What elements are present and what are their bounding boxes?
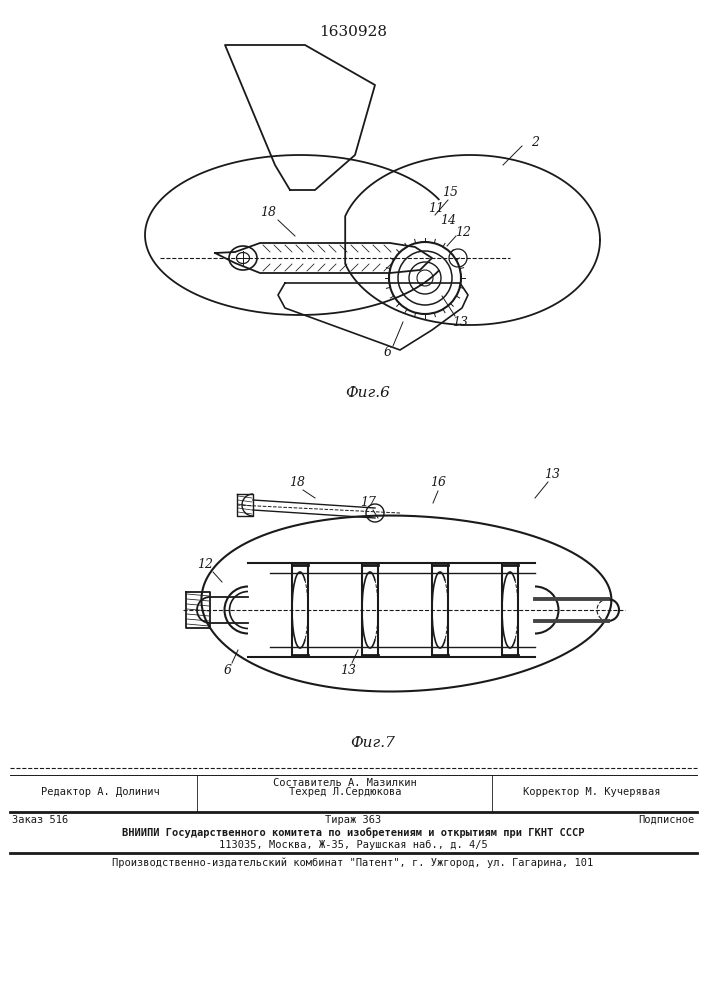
Text: Заказ 516: Заказ 516 (12, 815, 69, 825)
Text: Тираж 363: Тираж 363 (325, 815, 381, 825)
Text: 13: 13 (452, 316, 468, 330)
Text: 11: 11 (428, 202, 444, 215)
Text: 113035, Москва, Ж-35, Раушская наб., д. 4/5: 113035, Москва, Ж-35, Раушская наб., д. … (218, 840, 487, 850)
Text: Составитель А. Мазилкин: Составитель А. Мазилкин (273, 778, 417, 788)
Text: Редактор А. Долинич: Редактор А. Долинич (40, 787, 159, 797)
Text: Фиг.7: Фиг.7 (351, 736, 395, 750)
Text: 15: 15 (442, 186, 458, 198)
Text: 1630928: 1630928 (319, 25, 387, 39)
Text: 14: 14 (440, 214, 456, 227)
Text: 18: 18 (260, 207, 276, 220)
Text: 17: 17 (360, 496, 376, 510)
Text: ВНИИПИ Государственного комитета по изобретениям и открытиям при ГКНТ СССР: ВНИИПИ Государственного комитета по изоб… (122, 827, 584, 838)
Text: 6: 6 (224, 664, 232, 676)
Text: 13: 13 (340, 664, 356, 676)
Text: 16: 16 (430, 477, 446, 489)
Text: Корректор М. Кучерявая: Корректор М. Кучерявая (523, 787, 661, 797)
Text: Техред Л.Сердюкова: Техред Л.Сердюкова (288, 787, 402, 797)
Text: 2: 2 (531, 135, 539, 148)
Text: 12: 12 (197, 558, 213, 572)
Text: Подписное: Подписное (638, 815, 695, 825)
Text: Фиг.6: Фиг.6 (346, 386, 390, 400)
Text: 6: 6 (384, 346, 392, 359)
Text: 18: 18 (289, 477, 305, 489)
Text: 13: 13 (544, 468, 560, 481)
Text: Производственно-издательский комбинат "Патент", г. Ужгород, ул. Гагарина, 101: Производственно-издательский комбинат "П… (112, 857, 594, 867)
Text: 12: 12 (455, 226, 471, 238)
